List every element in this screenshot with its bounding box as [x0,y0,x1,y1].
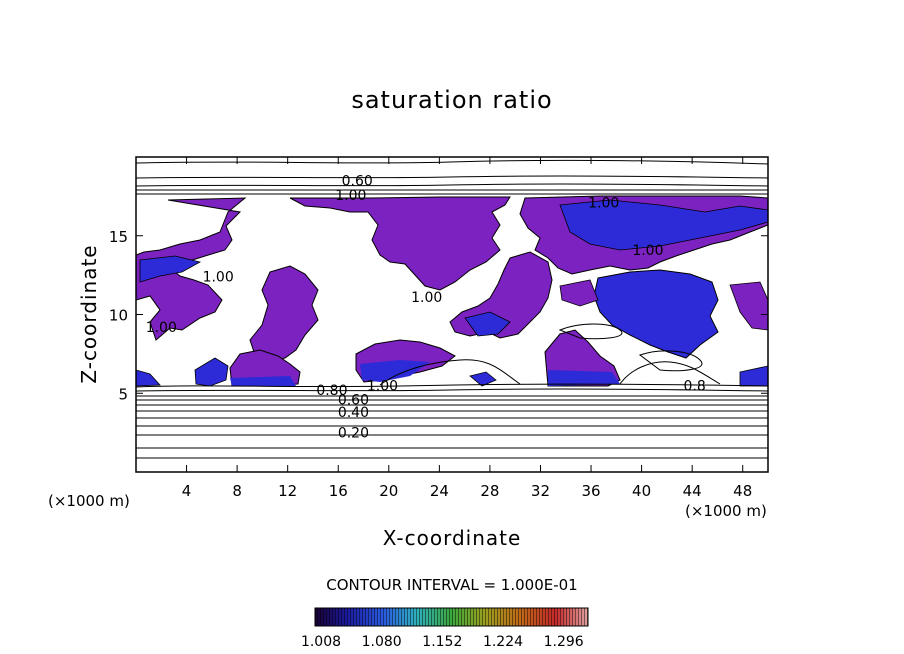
contour-label: 0.80 [316,383,347,399]
colorbar-tick-label: 1.296 [544,634,584,650]
x-tick-label: 32 [531,482,550,500]
contour-label: 1.00 [367,378,398,394]
colorbar [314,607,589,627]
contour-label: 1.00 [146,320,177,336]
supersaturation-fills [136,195,768,387]
x-tick-label: 4 [182,482,192,500]
fill-region [469,371,497,387]
fill-region [360,360,430,382]
x-axis-label: X-coordinate [382,526,522,550]
colorbar-tick-label: 1.152 [422,634,462,650]
fill-region [559,199,768,251]
x-tick-label: 24 [430,482,449,500]
fill-region [289,196,511,291]
contour-label: 0.40 [338,405,369,421]
contour-label: 1.00 [588,196,619,212]
x-tick-label: 8 [232,482,242,500]
x-unit-label: (×1000 m) [685,502,767,520]
x-tick-label: 16 [329,482,348,500]
contour-label: 1.00 [335,188,366,204]
contour-label: 0.8 [684,378,706,394]
y-tick-label: 10 [109,307,128,325]
contour-lines [136,159,768,459]
fill-region [139,255,202,283]
contour-label: 1.00 [632,243,663,259]
fill-region [194,357,229,387]
y-tick-label: 5 [118,385,128,403]
x-tick-label: 28 [480,482,499,500]
z-unit-label: (×1000 m) [48,492,130,510]
fill-region [136,197,247,341]
contour-label: 0.20 [338,426,369,442]
x-tick-label: 12 [278,482,297,500]
colorbar-stripes [315,608,588,626]
fill-region [249,265,319,363]
colorbar-tick-label: 1.224 [483,634,523,650]
colorbar-ticks: 1.008 1.080 1.152 1.224 1.296 [301,634,584,650]
x-tick-label: 44 [683,482,702,500]
x-tick-label: 36 [581,482,600,500]
fill-region [593,269,719,359]
contour-interval-text: CONTOUR INTERVAL = 1.000E-01 [326,576,578,594]
colorbar-tick-label: 1.008 [301,634,341,650]
x-tick-label: 48 [733,482,752,500]
y-tick-label: 15 [109,228,128,246]
fill-region [230,376,296,386]
x-tick-label: 20 [379,482,398,500]
colorbar-tick-label: 1.080 [362,634,402,650]
contour-label: 0.60 [342,174,373,190]
x-axis-ticks: 4 8 12 16 20 24 28 32 36 40 44 48 [182,157,752,500]
fill-region [464,311,511,337]
chart-title: saturation ratio [351,86,553,114]
fill-region [136,369,161,387]
fill-region [729,281,768,331]
contour-labels: 0.601.00 1.001.001.001.001.000.80 1.000.60… [146,174,706,442]
fill-region [548,370,620,386]
fill-region [559,279,599,307]
y-axis-ticks: 5 10 15 [109,228,768,403]
contour-label: 0.60 [338,393,369,409]
y-axis-label: Z-coordinate [77,244,101,384]
contour-label: 1.00 [411,290,442,306]
fill-region [739,365,768,387]
x-tick-label: 40 [632,482,651,500]
contour-label: 1.00 [203,270,234,286]
